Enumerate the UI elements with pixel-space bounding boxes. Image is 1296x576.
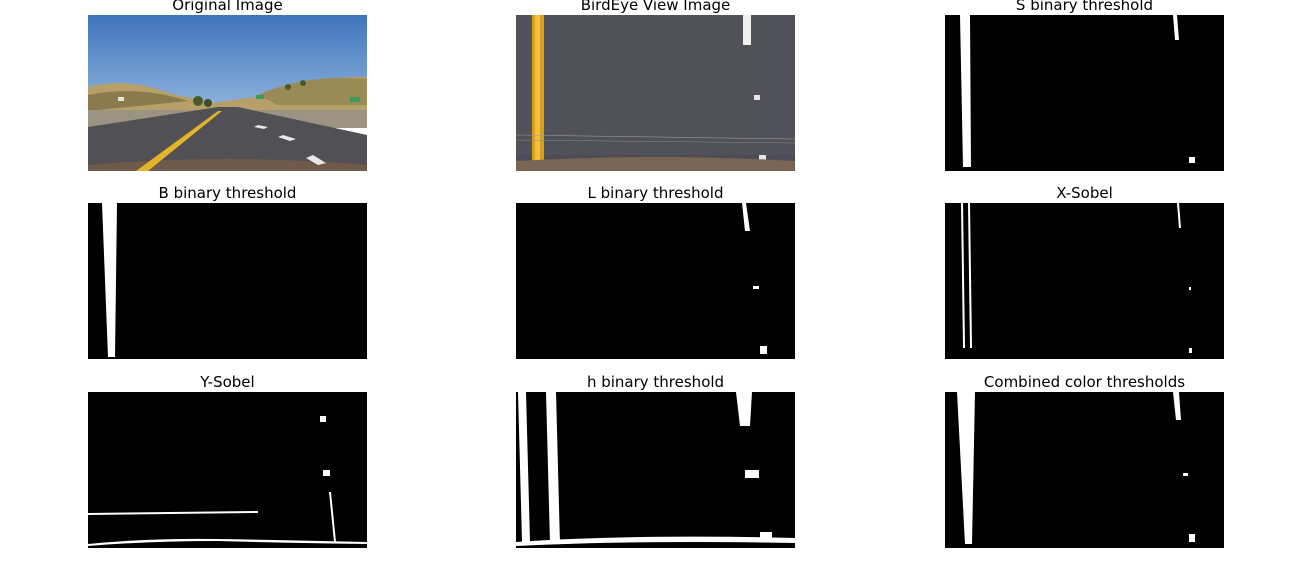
panel-x-sobel: X-Sobel — [945, 184, 1224, 359]
b-binary-threshold-image — [88, 203, 367, 359]
panel-title: Original Image — [172, 0, 283, 14]
panel-s-binary: S binary threshold — [945, 0, 1224, 171]
combined-color-thresholds-image — [945, 392, 1224, 548]
y-sobel-image — [88, 392, 367, 548]
panel-title: B binary threshold — [158, 184, 297, 202]
h-binary-threshold-image — [516, 392, 795, 548]
l-binary-threshold-image — [516, 203, 795, 359]
panel-b-binary: B binary threshold — [88, 184, 367, 359]
birdeye-view-image — [516, 15, 795, 171]
panel-combined: Combined color thresholds — [945, 373, 1224, 548]
panel-title: X-Sobel — [1056, 184, 1113, 202]
original-road-image — [88, 15, 367, 171]
panel-title: h binary threshold — [586, 373, 725, 391]
panel-title: L binary threshold — [587, 184, 724, 202]
panel-y-sobel: Y-Sobel — [88, 373, 367, 548]
panel-birdeye: BirdEye View Image — [516, 0, 795, 171]
x-sobel-image — [945, 203, 1224, 359]
panel-title: Y-Sobel — [200, 373, 255, 391]
panel-h-binary: h binary threshold — [516, 373, 795, 548]
panel-l-binary: L binary threshold — [516, 184, 795, 359]
s-binary-threshold-image — [945, 15, 1224, 171]
panel-title: Combined color thresholds — [983, 373, 1186, 391]
panel-title: S binary threshold — [1015, 0, 1154, 14]
panel-title: BirdEye View Image — [580, 0, 731, 14]
panel-original: Original Image — [88, 0, 367, 171]
